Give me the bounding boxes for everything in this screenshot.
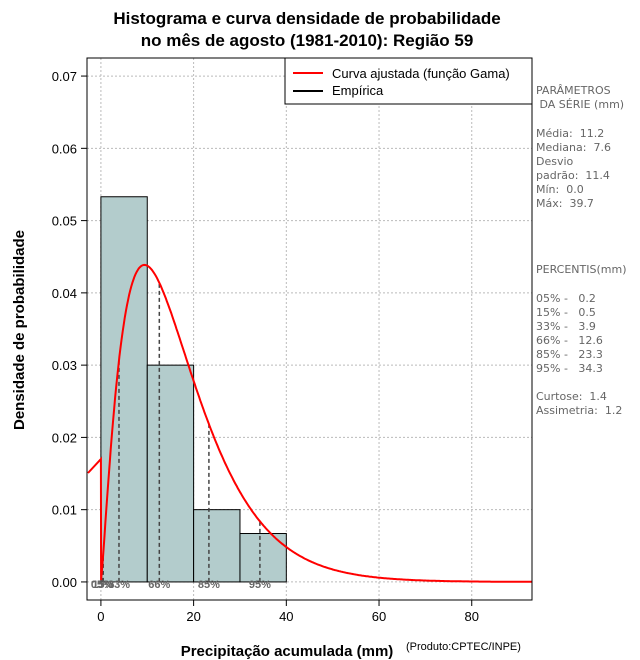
- x-tick-label: 80: [465, 609, 479, 624]
- params-heading: PARÂMETROS DA SÉRIE (mm): [536, 84, 625, 111]
- chart-title-line-1: Histograma e curva densidade de probabil…: [113, 9, 500, 28]
- y-tick-label: 0.06: [52, 141, 77, 156]
- x-tick-label: 20: [186, 609, 200, 624]
- histogram-bar: [146, 364, 195, 583]
- chart-title-line-2: no mês de agosto (1981-2010): Região 59: [141, 31, 474, 50]
- y-tick-label: 0.02: [52, 430, 77, 445]
- percentis-heading: PERCENTIS(mm): [536, 263, 627, 276]
- histogram-bar: [193, 509, 241, 583]
- legend-label-curve: Curva ajustada (função Gama): [332, 66, 510, 81]
- product-credit: (Produto:CPTEC/INPE): [406, 641, 521, 653]
- percentile-label: 66%: [148, 579, 170, 591]
- y-axis-label: Densidade de probabilidade: [11, 230, 28, 430]
- percentile-label: 33%: [108, 579, 130, 591]
- percentile-label: 85%: [198, 579, 220, 591]
- y-tick-label: 0.01: [52, 503, 77, 518]
- percentile-label: 15%: [92, 579, 114, 591]
- x-tick-label: 0: [97, 609, 104, 624]
- gamma-density-curve: [87, 263, 532, 583]
- x-tick-label: 40: [279, 609, 293, 624]
- percentile-label: 95%: [249, 579, 271, 591]
- histogram-bar: [100, 196, 148, 583]
- y-tick-label: 0.03: [52, 358, 77, 373]
- y-tick-label: 0.07: [52, 69, 77, 84]
- x-tick-label: 60: [372, 609, 386, 624]
- legend-box: [284, 57, 533, 105]
- params-body: Média: 11.2 Mediana: 7.6 Desvio padrão: …: [536, 127, 611, 210]
- legend-label-empirical: Empírica: [332, 83, 384, 98]
- percentile-label: 05%: [91, 579, 113, 591]
- y-tick-label: 0.05: [52, 214, 77, 229]
- y-tick-label: 0.04: [52, 286, 77, 301]
- y-tick-label: 0.00: [52, 575, 77, 590]
- percentis-body: 05% - 0.2 15% - 0.5 33% - 3.9 66% - 12.6…: [536, 292, 623, 417]
- x-axis-label: Precipitação acumulada (mm): [181, 643, 394, 660]
- legend: Curva ajustada (função Gama) Empírica: [284, 57, 533, 105]
